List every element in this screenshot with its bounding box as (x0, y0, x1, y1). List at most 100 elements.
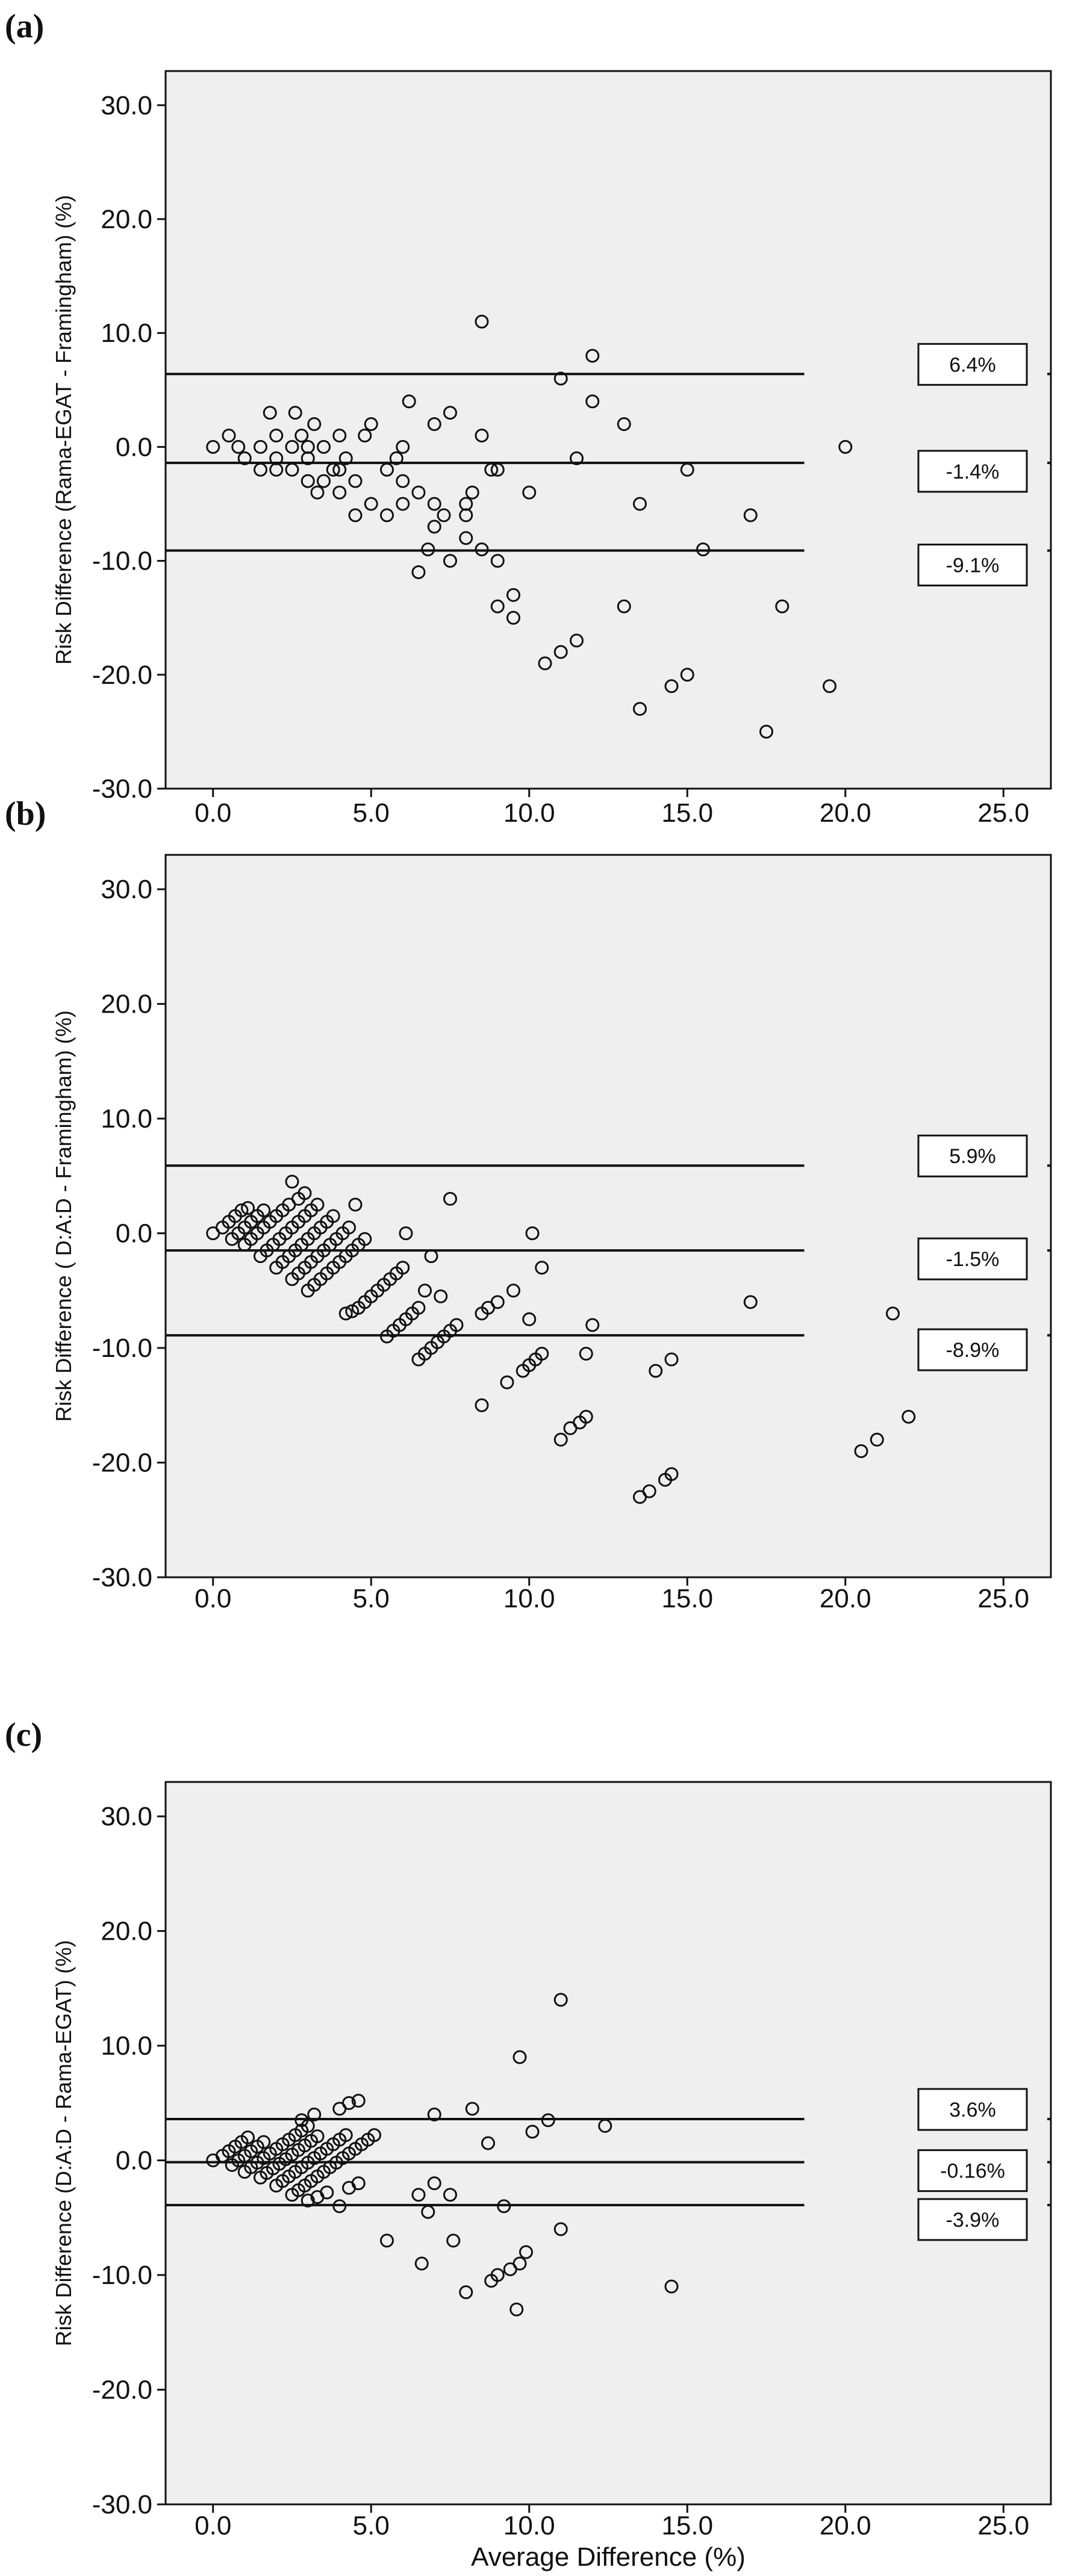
data-point (465, 2102, 479, 2116)
data-point (421, 542, 435, 557)
x-tick-label: 5.0 (353, 798, 390, 828)
data-point (579, 1347, 593, 1361)
reference-label: -8.9% (946, 1339, 1000, 1362)
data-point (427, 520, 441, 534)
y-tick-label: 10.0 (101, 318, 152, 348)
data-point (633, 702, 647, 716)
x-tick-label: 5.0 (353, 1584, 390, 1613)
data-point (427, 2176, 441, 2191)
data-point (297, 1186, 312, 1200)
x-tick-label: 15.0 (661, 798, 713, 828)
y-axis-label: Risk Difference (D:A:D - Rama-EGAT) (%) (51, 1940, 76, 2347)
data-point (475, 1398, 489, 1412)
data-point (411, 565, 426, 580)
data-point (664, 1467, 679, 1482)
reference-label-box (917, 2198, 1028, 2241)
data-point (320, 2185, 334, 2200)
data-point (367, 2128, 381, 2143)
data-point (222, 428, 236, 442)
data-point (459, 497, 473, 511)
data-point (484, 462, 499, 477)
y-axis-label: Risk Difference ( D:A:D - Framingham) (%… (51, 1010, 76, 1421)
data-point (446, 2233, 461, 2248)
data-point (332, 2199, 347, 2214)
x-tick-label: 20.0 (820, 798, 871, 828)
data-point (680, 668, 694, 682)
data-point (310, 2129, 325, 2144)
data-point (838, 439, 853, 454)
data-point (257, 2135, 271, 2149)
data-point (541, 2113, 555, 2128)
data-point (598, 2118, 612, 2133)
data-point (497, 2199, 511, 2214)
data-point (459, 531, 473, 545)
y-tick-label: -20.0 (92, 660, 152, 690)
data-point (642, 1484, 656, 1498)
data-point (481, 2136, 495, 2150)
y-tick-label: 30.0 (101, 91, 152, 120)
data-point (307, 2107, 322, 2121)
data-point (285, 1175, 299, 1189)
data-point (680, 462, 694, 477)
data-point (506, 588, 520, 602)
data-point (902, 1409, 916, 1424)
data-point (490, 554, 505, 568)
data-point (380, 2233, 394, 2248)
y-tick-label: 30.0 (101, 1802, 152, 1831)
data-point (743, 1295, 758, 1309)
data-point (525, 2124, 540, 2139)
data-point (490, 462, 505, 477)
data-point (553, 1432, 568, 1447)
y-tick-label: -10.0 (92, 2261, 152, 2290)
reference-label: 5.9% (949, 1145, 996, 1168)
data-point (553, 371, 568, 386)
data-point (509, 2302, 524, 2317)
x-axis-label: Average Difference (%) (471, 2542, 746, 2572)
data-point (342, 2096, 356, 2110)
data-point (288, 406, 302, 420)
reference-label-box (917, 2149, 1028, 2193)
data-point (317, 474, 331, 488)
data-point (358, 1232, 372, 1246)
data-point (443, 554, 457, 568)
x-tick-label: 0.0 (195, 798, 231, 828)
reference-label: -1.5% (946, 1248, 1000, 1271)
reference-label: -1.4% (946, 461, 1000, 483)
y-tick-label: 10.0 (101, 1104, 152, 1134)
data-point (396, 474, 410, 488)
data-point (553, 1993, 568, 2007)
y-tick-label: 20.0 (101, 205, 152, 234)
data-point (364, 497, 378, 511)
data-point (294, 428, 309, 442)
data-point (427, 497, 441, 511)
panel-label: (c) (5, 1716, 42, 1754)
data-point (418, 1283, 432, 1298)
y-tick-label: -30.0 (92, 774, 152, 804)
data-point (585, 394, 600, 409)
data-point (269, 428, 284, 442)
data-point (886, 1306, 900, 1321)
data-point (617, 599, 631, 613)
data-point (664, 1352, 679, 1367)
x-tick-label: 25.0 (977, 1584, 1029, 1613)
data-point (823, 679, 836, 694)
data-point (411, 1300, 426, 1315)
data-point (475, 428, 489, 442)
data-point (285, 439, 299, 454)
data-point (317, 439, 331, 454)
data-point (263, 406, 277, 420)
reference-label-box (917, 1134, 1028, 1178)
data-point (254, 462, 267, 477)
data-point (759, 724, 773, 739)
reference-label-box (917, 450, 1028, 493)
data-point (854, 1444, 868, 1458)
data-point (294, 2113, 309, 2128)
x-tick-label: 10.0 (503, 798, 555, 828)
y-tick-label: 0.0 (116, 1219, 152, 1249)
data-point (443, 2188, 457, 2202)
x-tick-label: 15.0 (661, 2511, 713, 2540)
y-tick-label: -30.0 (92, 2490, 152, 2519)
data-point (241, 2130, 255, 2144)
data-point (241, 1201, 255, 1215)
data-point (269, 462, 284, 477)
